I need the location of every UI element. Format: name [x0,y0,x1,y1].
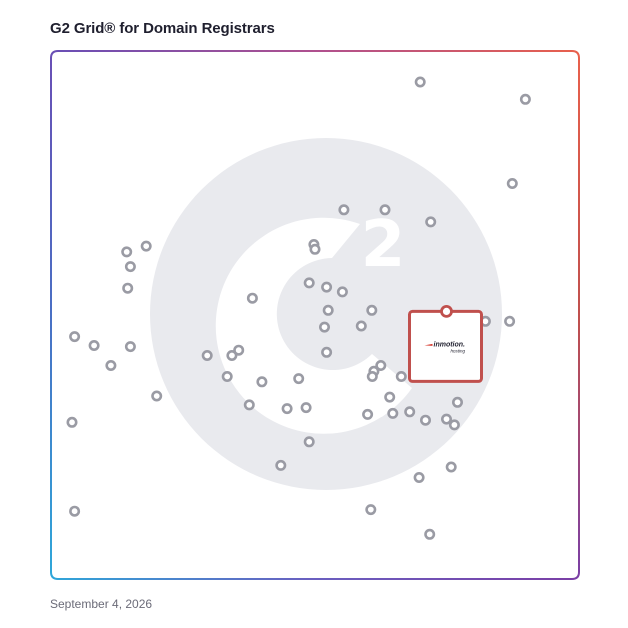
scatter-point[interactable] [226,349,238,361]
chart-title: G2 Grid® for Domain Registrars [50,20,275,37]
scatter-point[interactable] [221,370,233,382]
scatter-point[interactable] [424,528,436,540]
scatter-point[interactable] [384,391,396,403]
scatter-point[interactable] [69,331,81,343]
scatter-point[interactable] [425,216,437,228]
scatter-point[interactable] [309,243,321,255]
svg-text:2: 2 [361,208,406,282]
scatter-point[interactable] [451,396,463,408]
grid-border [50,50,580,580]
scatter-point[interactable] [366,304,378,316]
scatter-point[interactable] [66,416,78,428]
scatter-point[interactable] [293,373,305,385]
scatter-point[interactable] [105,359,117,371]
scatter-point[interactable] [448,419,460,431]
scatter-point[interactable] [362,408,374,420]
scatter-point[interactable] [122,282,134,294]
highlight-logo-subtext: hosting [451,348,466,353]
scatter-point[interactable] [303,436,315,448]
scatter-point[interactable] [246,292,258,304]
scatter-point[interactable] [243,399,255,411]
scatter-point[interactable] [414,76,426,88]
scatter-point[interactable] [322,304,334,316]
scatter-point[interactable] [300,402,312,414]
scatter-point[interactable] [336,286,348,298]
scatter-point[interactable] [321,346,333,358]
scatter-point[interactable] [275,459,287,471]
scatter-point[interactable] [124,341,136,353]
scatter-point[interactable] [140,240,152,252]
highlight-logo-text: inmotion. [434,341,466,348]
scatter-point[interactable] [88,339,100,351]
scatter-point[interactable] [69,505,81,517]
scatter-point[interactable] [256,376,268,388]
scatter-point[interactable] [281,403,293,415]
scatter-point[interactable] [387,407,399,419]
scatter-point[interactable] [124,261,136,273]
scatter-point[interactable] [151,390,163,402]
scatter-point[interactable] [201,349,213,361]
scatter-point[interactable] [365,504,377,516]
scatter-point[interactable] [338,204,350,216]
scatter-point[interactable] [366,370,378,382]
scatter-point[interactable] [375,359,387,371]
scatter-point[interactable] [355,320,367,332]
scatter-point[interactable] [303,277,315,289]
scatter-point[interactable] [419,414,431,426]
scatter-point[interactable] [504,315,516,327]
scatter-point[interactable] [404,406,416,418]
scatter-point[interactable] [379,204,391,216]
scatter-point[interactable] [318,321,330,333]
scatter-point[interactable] [321,281,333,293]
scatter-point[interactable] [413,471,425,483]
report-date: September 4, 2026 [50,597,153,611]
scatter-point[interactable] [506,178,518,190]
scatter-point[interactable] [395,370,407,382]
scatter-point[interactable] [440,413,452,425]
scatter-points [66,76,531,540]
inmotion-logo-icon [424,343,433,346]
scatter-point[interactable] [233,344,245,356]
highlight-point[interactable] [440,304,453,318]
scatter-point[interactable] [519,93,531,105]
scatter-point[interactable] [445,461,457,473]
scatter-point[interactable] [121,246,133,258]
highlighted-product[interactable]: inmotion.hosting [408,304,483,383]
